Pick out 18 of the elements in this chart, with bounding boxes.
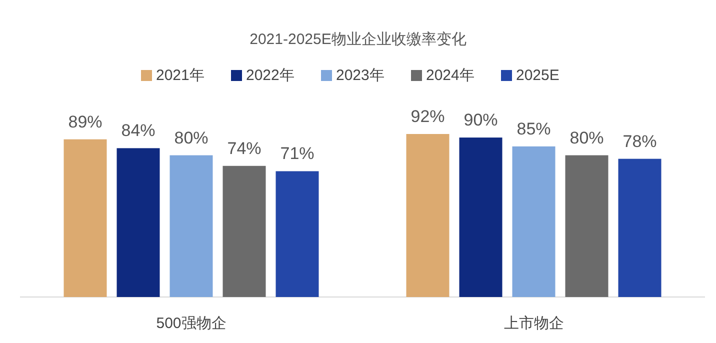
x-tick-label: 500强物企	[156, 315, 226, 332]
legend-label: 2023年	[336, 67, 384, 84]
chart-title: 2021-2025E物业企业收缴率变化	[250, 31, 466, 48]
data-label: 80%	[174, 128, 208, 148]
data-label: 80%	[570, 128, 604, 148]
data-label: 92%	[410, 107, 445, 126]
legend-label: 2024年	[426, 67, 474, 84]
data-label: 90%	[464, 110, 498, 130]
data-label: 89%	[68, 112, 102, 132]
data-label: 84%	[121, 121, 156, 140]
legend-label: 2022年	[246, 67, 294, 84]
x-tick-label: 上市物企	[504, 315, 564, 332]
legend-label: 2025E	[516, 67, 560, 84]
data-label: 71%	[280, 144, 314, 164]
data-label: 85%	[516, 119, 551, 138]
data-label: 78%	[622, 132, 657, 151]
data-label: 74%	[227, 138, 262, 158]
legend-label: 2021年	[156, 67, 204, 84]
